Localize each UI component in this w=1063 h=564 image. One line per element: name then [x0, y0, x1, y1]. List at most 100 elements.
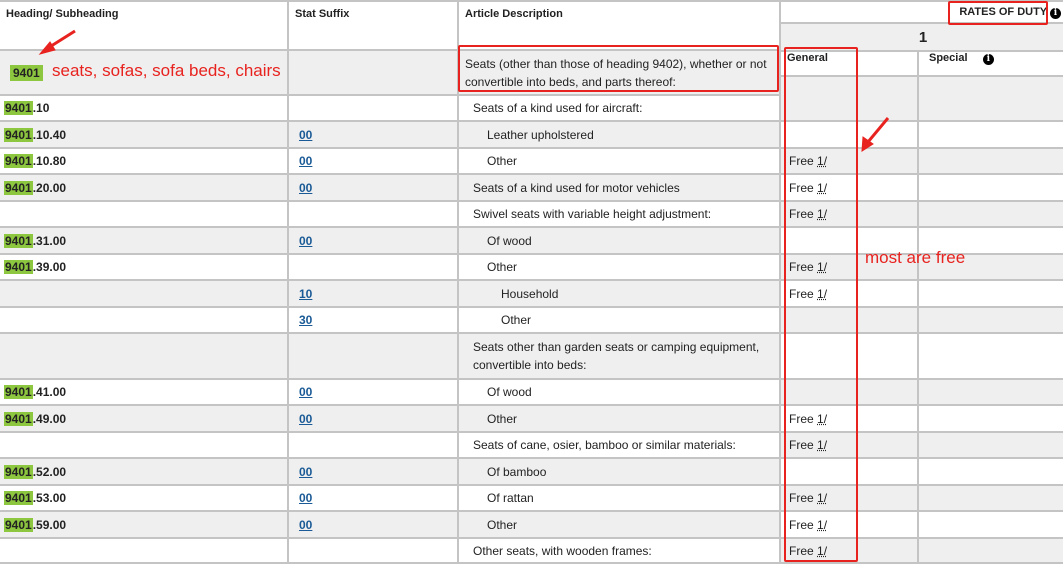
table-row: 9401.59.00 00 Other [0, 510, 781, 539]
special-rate [916, 484, 1063, 512]
general-rate: Free [789, 154, 814, 168]
table-row: 9401.10.40 00 Leather upholstered [0, 120, 781, 149]
special-rate [916, 226, 1063, 255]
special-rate [916, 147, 1063, 175]
header-stat-suffix: Stat Suffix [287, 0, 459, 51]
subheading-suffix: .41.00 [32, 385, 67, 399]
rate-row [779, 226, 1063, 255]
subheading-suffix: .59.00 [32, 517, 67, 532]
special-rate [916, 537, 1063, 564]
special-rate [916, 306, 1063, 334]
rates-of-duty-title: RATES OF DUTY [959, 5, 1047, 18]
stat-suffix-link[interactable]: 30 [299, 313, 313, 327]
footnote-link[interactable]: 1/ [817, 154, 828, 168]
rate-row: Free 1/ [779, 510, 1063, 539]
stat-suffix-link[interactable]: 00 [299, 517, 313, 532]
general-rate: Free [789, 260, 814, 274]
header-article-description: Article Description [457, 0, 781, 51]
table-row: 9401.39.00 Other [0, 253, 781, 281]
heading-code[interactable]: 9401 [4, 101, 33, 115]
rate-row: Free 1/ [779, 253, 1063, 281]
stat-suffix-link[interactable]: 10 [299, 286, 313, 301]
heading-code[interactable]: 9401 [4, 154, 33, 168]
stat-suffix-link[interactable]: 00 [299, 233, 313, 248]
stat-suffix-link[interactable]: 00 [299, 180, 313, 195]
table-row: 9401.10.80 00 Other [0, 147, 781, 175]
special-rate [916, 431, 1063, 459]
subheading-suffix: .10 [32, 101, 50, 115]
heading-code[interactable]: 9401 [4, 385, 33, 399]
article-description: Of bamboo [457, 457, 781, 486]
table-row: Swivel seats with variable height adjust… [0, 200, 781, 228]
rate-row: Free 1/ [779, 537, 1063, 564]
heading-code[interactable]: 9401 [4, 260, 33, 274]
general-rate: Free [789, 207, 814, 221]
rate-row: Free 1/ [779, 484, 1063, 512]
footnote-link[interactable]: 1/ [817, 438, 828, 452]
special-rate [916, 457, 1063, 486]
article-description: Of wood [457, 226, 781, 255]
arrow-icon [861, 117, 890, 152]
footnote-link[interactable]: 1/ [817, 286, 828, 301]
stat-suffix-link[interactable]: 00 [299, 385, 313, 399]
special-rate [916, 200, 1063, 228]
table-row: 9401.31.00 00 Of wood [0, 226, 781, 255]
subheading-suffix: .10.40 [32, 127, 67, 142]
heading-code[interactable]: 9401 [4, 464, 33, 479]
heading-code[interactable]: 9401 [10, 64, 43, 81]
article-description: Swivel seats with variable height adjust… [457, 200, 781, 228]
footnote-link[interactable]: 1/ [817, 543, 828, 558]
article-description: Seats other than garden seats or camping… [457, 332, 781, 380]
stat-suffix-link[interactable]: 00 [299, 464, 313, 479]
subheading-suffix: .31.00 [32, 233, 67, 248]
footnote-link[interactable]: 1/ [817, 180, 828, 195]
article-description: Seats of cane, osier, bamboo or similar … [457, 431, 781, 459]
table-row: 9401.53.00 00 Of rattan [0, 484, 781, 512]
rate-column-number: 1 [778, 22, 1063, 52]
subheading-suffix: .52.00 [32, 464, 67, 479]
rate-row [779, 332, 1063, 380]
heading-code[interactable]: 9401 [4, 180, 33, 195]
rate-row [779, 457, 1063, 486]
heading-code[interactable]: 9401 [4, 233, 33, 248]
special-rate [916, 378, 1063, 406]
table-row: 9401.49.00 00 Other [0, 404, 781, 433]
article-description: Other [457, 510, 781, 539]
subheading-suffix: .49.00 [32, 411, 67, 426]
header-general: General [779, 50, 919, 77]
table-row: 9401.52.00 00 Of bamboo [0, 457, 781, 486]
general-rate: Free [789, 543, 814, 558]
info-icon[interactable]: i [1050, 7, 1062, 19]
footnote-link[interactable]: 1/ [817, 207, 828, 221]
info-icon[interactable]: i [982, 54, 994, 65]
subheading-suffix: .53.00 [32, 491, 67, 505]
article-description: Seats of a kind used for aircraft: [457, 94, 781, 122]
stat-suffix-link[interactable]: 00 [299, 411, 313, 426]
stat-suffix-link[interactable]: 00 [299, 127, 313, 142]
general-rate: Free [789, 491, 814, 505]
heading-code[interactable]: 9401 [4, 491, 33, 505]
article-description: Other [457, 306, 781, 334]
subheading-suffix: .10.80 [32, 154, 67, 168]
stat-suffix-link[interactable]: 00 [299, 491, 313, 505]
heading-code[interactable]: 9401 [4, 411, 33, 426]
footnote-link[interactable]: 1/ [817, 517, 828, 532]
heading-code[interactable]: 9401 [4, 127, 33, 142]
heading-code[interactable]: 9401 [4, 517, 33, 532]
special-rate [916, 279, 1063, 308]
stat-suffix-link[interactable]: 00 [299, 154, 313, 168]
rate-row [779, 120, 1063, 149]
special-rate [916, 332, 1063, 380]
general-rate: Free [789, 438, 814, 452]
footnote-link[interactable]: 1/ [817, 491, 828, 505]
header-special: Special [929, 52, 968, 64]
general-rate: Free [789, 517, 814, 532]
article-description: Other [457, 253, 781, 281]
annotation-heading-note: seats, sofas, sofa beds, chairs [52, 61, 281, 80]
footnote-link[interactable]: 1/ [817, 411, 828, 426]
table-row: 9401.10 Seats of a kind used for aircraft… [0, 94, 781, 122]
footnote-link[interactable]: 1/ [817, 260, 828, 274]
table-header-row: Heading/ Subheading Stat Suffix Article … [0, 0, 781, 51]
table-row: Seats other than garden seats or camping… [0, 332, 781, 380]
general-rate: Free [789, 180, 814, 195]
